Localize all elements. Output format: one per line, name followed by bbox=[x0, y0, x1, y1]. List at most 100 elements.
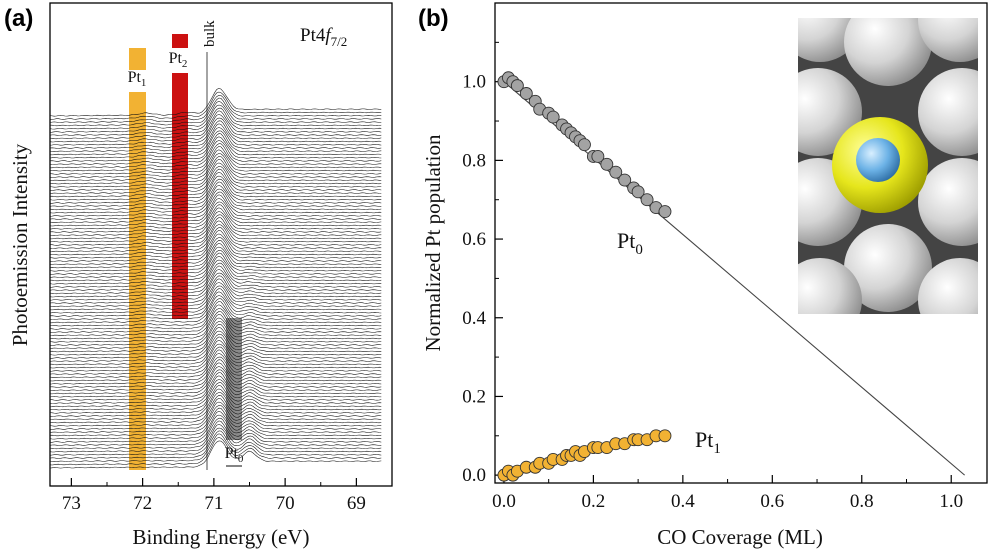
spectrum-trace bbox=[49, 262, 382, 291]
spectrum-trace bbox=[49, 107, 382, 136]
spectrum-trace bbox=[49, 146, 382, 175]
spectrum-trace bbox=[49, 168, 382, 198]
x-tick-label: 0.2 bbox=[582, 491, 606, 512]
spectrum-trace bbox=[49, 246, 382, 275]
pt0-data-point bbox=[658, 205, 672, 218]
spectrum-trace bbox=[49, 278, 382, 307]
pt0-data-point bbox=[591, 149, 605, 163]
spectrum-trace bbox=[49, 237, 382, 265]
spectrum-trace bbox=[49, 420, 382, 450]
pt2-marker-box bbox=[172, 34, 188, 48]
spectrum-trace bbox=[49, 110, 382, 140]
spectrum-trace bbox=[49, 227, 382, 256]
pt2-label: Pt2 bbox=[169, 50, 188, 70]
spectrum-trace bbox=[49, 269, 382, 298]
spectrum-trace bbox=[49, 224, 382, 253]
spectrum-trace bbox=[49, 301, 382, 330]
spectrum-trace bbox=[49, 407, 382, 437]
pt0-data-point bbox=[631, 185, 645, 199]
spectrum-trace bbox=[49, 397, 382, 427]
spectrum-trace bbox=[49, 323, 382, 353]
spectrum-trace bbox=[50, 372, 382, 401]
pt-atom bbox=[918, 68, 978, 156]
pt0-data-point bbox=[609, 165, 623, 179]
spectrum-trace bbox=[49, 133, 382, 162]
spectrum-trace bbox=[49, 375, 382, 404]
spectrum-trace bbox=[49, 233, 382, 262]
pt1-marker-box bbox=[129, 48, 146, 70]
spectrum-trace bbox=[49, 162, 382, 191]
pt0-label: Pt0 bbox=[225, 445, 244, 465]
pt0-data-point bbox=[618, 173, 632, 187]
spectrum-trace bbox=[50, 140, 382, 169]
spectrum-trace bbox=[50, 252, 382, 282]
panel-a-ticks: 73 72 71 70 69 bbox=[62, 478, 366, 514]
spectrum-trace bbox=[49, 321, 382, 349]
spectrum-trace bbox=[49, 250, 382, 278]
spectrum-trace bbox=[49, 395, 382, 424]
bulk-label: bulk bbox=[202, 20, 218, 47]
spectrum-trace bbox=[49, 356, 382, 385]
spectrum-trace bbox=[49, 136, 382, 165]
spectrum-trace bbox=[49, 204, 382, 233]
spectrum-trace bbox=[49, 308, 382, 337]
spectrum-trace bbox=[49, 127, 382, 156]
spectrum-trace bbox=[49, 117, 382, 146]
pt-atom bbox=[844, 18, 932, 86]
spectrum-trace bbox=[49, 311, 382, 340]
pt1-data-point bbox=[658, 429, 672, 443]
spectrum-trace bbox=[49, 437, 382, 466]
spectrum-trace bbox=[49, 272, 382, 301]
y-tick-label: 0.0 bbox=[462, 465, 486, 486]
spectrum-trace bbox=[49, 171, 382, 201]
spectrum-trace bbox=[50, 97, 382, 127]
panel-a-title: Pt4f7/2 bbox=[300, 25, 347, 49]
spectrum-trace bbox=[49, 184, 382, 214]
pt-atom bbox=[918, 158, 978, 246]
x-tick-label: 69 bbox=[347, 493, 366, 514]
x-tick-label: 72 bbox=[133, 493, 152, 514]
spectrum-trace bbox=[49, 423, 382, 453]
spectrum-trace bbox=[49, 401, 382, 430]
y-tick-label: 0.6 bbox=[462, 229, 486, 250]
spectrum-trace bbox=[49, 379, 382, 408]
pt1-band bbox=[129, 92, 146, 470]
spectra-stack bbox=[49, 87, 382, 469]
spectrum-trace bbox=[49, 353, 382, 382]
pt1-label: Pt1 bbox=[128, 69, 147, 89]
spectrum-trace bbox=[49, 362, 382, 391]
spectrum-trace bbox=[49, 194, 382, 223]
x-tick-label: 71 bbox=[204, 493, 223, 514]
pt0-band bbox=[226, 318, 242, 440]
spectrum-trace bbox=[49, 153, 382, 182]
spectrum-trace bbox=[49, 188, 382, 217]
spectrum-trace bbox=[49, 265, 382, 295]
spectrum-trace bbox=[49, 326, 382, 356]
spectrum-trace bbox=[49, 346, 382, 375]
spectrum-trace bbox=[49, 349, 382, 378]
x-tick-label: 70 bbox=[276, 493, 295, 514]
spectrum-trace bbox=[50, 295, 382, 324]
spectrum-trace bbox=[49, 411, 382, 440]
panel-b-frame bbox=[494, 2, 988, 484]
spectrum-trace bbox=[49, 343, 382, 372]
spectrum-trace bbox=[49, 191, 382, 220]
spectrum-trace bbox=[49, 229, 382, 259]
y-tick-label: 1.0 bbox=[462, 72, 486, 93]
panel-b-label: (b) bbox=[418, 5, 449, 32]
spectrum-trace bbox=[50, 414, 382, 443]
spectrum-trace bbox=[49, 291, 382, 320]
spectrum-trace bbox=[49, 275, 382, 304]
y-tick-label: 0.4 bbox=[462, 308, 486, 329]
spectrum-trace bbox=[49, 430, 382, 459]
spectrum-trace bbox=[49, 198, 382, 227]
spectrum-trace bbox=[50, 217, 382, 246]
pt0-data-point bbox=[578, 138, 591, 152]
spectrum-trace bbox=[49, 149, 382, 178]
spectrum-trace bbox=[49, 388, 382, 417]
spectrum-trace bbox=[49, 156, 382, 185]
x-tick-label: 0.0 bbox=[492, 491, 516, 512]
spectrum-trace bbox=[49, 240, 382, 269]
spectrum-trace bbox=[49, 242, 382, 272]
